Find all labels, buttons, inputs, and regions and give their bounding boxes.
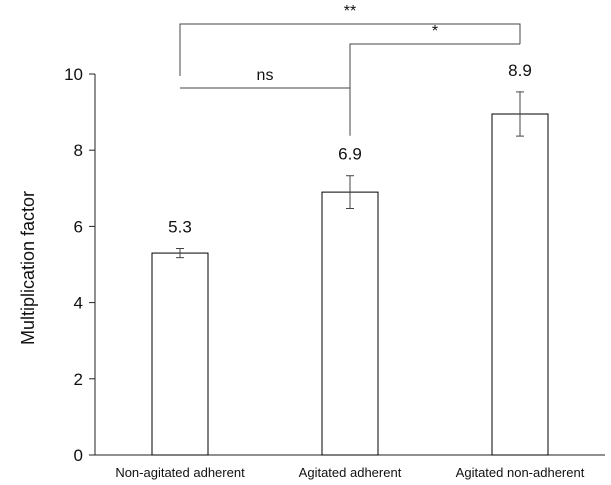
data-labels: 5.3 6.9 8.9 [168,61,532,237]
x-tick-label: Agitated non-adherent [456,465,585,480]
bar [151,252,209,456]
y-axis-label: Multiplication factor [18,191,38,345]
significance-bracket [180,87,351,136]
significance-brackets: ns*** [179,3,521,136]
significance-label: ** [344,3,356,20]
data-label: 8.9 [508,61,532,80]
x-tick-labels: Non-agitated adherent Agitated adherent Ag… [115,465,584,480]
significance-label: ns [257,67,274,84]
significance-label: * [432,23,438,40]
y-tick-label: 6 [74,217,83,236]
significance-bracket [179,23,521,76]
x-tick-label: Agitated adherent [299,465,402,480]
data-label: 5.3 [168,217,192,236]
y-ticks: 0 2 4 6 8 10 [64,65,95,465]
data-label: 6.9 [338,145,362,164]
y-tick-label: 4 [74,294,83,313]
y-tick-label: 8 [74,141,83,160]
bar [491,113,549,456]
x-tick-label: Non-agitated adherent [115,465,245,480]
y-tick-label: 2 [74,370,83,389]
bar [321,191,379,456]
error-bars [176,91,524,259]
bars [151,113,549,456]
significance-bracket [349,43,520,128]
y-tick-label: 10 [64,65,83,84]
y-tick-label: 0 [74,446,83,465]
